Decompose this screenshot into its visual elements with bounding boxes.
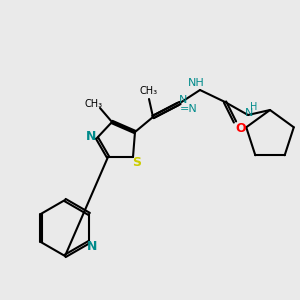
Text: N: N xyxy=(179,95,187,105)
Text: O: O xyxy=(236,122,246,134)
Text: CH₃: CH₃ xyxy=(85,99,103,109)
Text: H: H xyxy=(250,102,258,112)
Text: =N: =N xyxy=(180,104,198,114)
Text: N: N xyxy=(87,239,98,253)
Text: N: N xyxy=(245,108,253,118)
Text: CH₃: CH₃ xyxy=(140,86,158,96)
Text: NH: NH xyxy=(188,78,204,88)
Text: S: S xyxy=(133,155,142,169)
Text: N: N xyxy=(86,130,96,142)
